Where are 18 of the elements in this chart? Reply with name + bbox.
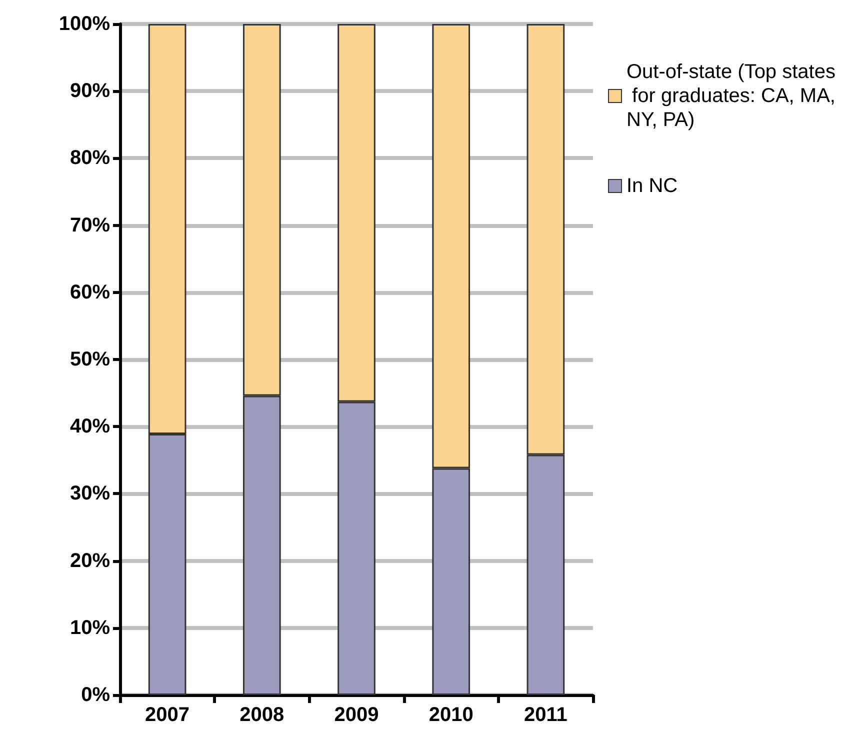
y-tick-label: 10% — [70, 616, 110, 639]
y-tick-label: 40% — [70, 416, 110, 438]
x-tick-label: 2007 — [145, 704, 190, 726]
legend-label: In NC — [626, 175, 678, 197]
legend-label: Out-of-state (Top states for graduates: CA, MA, NY, PA) — [626, 61, 842, 131]
x-tick-label: 2011 — [524, 704, 568, 726]
x-tick-label: 2008 — [240, 704, 284, 726]
y-tick-label: 80% — [70, 147, 110, 170]
y-tick-label: 90% — [70, 80, 110, 102]
y-tick-label: 60% — [70, 281, 110, 304]
y-tick-label: 50% — [70, 348, 110, 370]
y-tick-label: 20% — [70, 550, 110, 572]
y-tick-label: 70% — [70, 214, 110, 236]
x-tick-label: 2009 — [334, 704, 379, 726]
y-tick-label: 30% — [70, 482, 110, 505]
y-tick-label: 0% — [81, 684, 110, 706]
x-tick-label: 2010 — [428, 704, 474, 726]
y-tick-label: 100% — [58, 13, 110, 35]
